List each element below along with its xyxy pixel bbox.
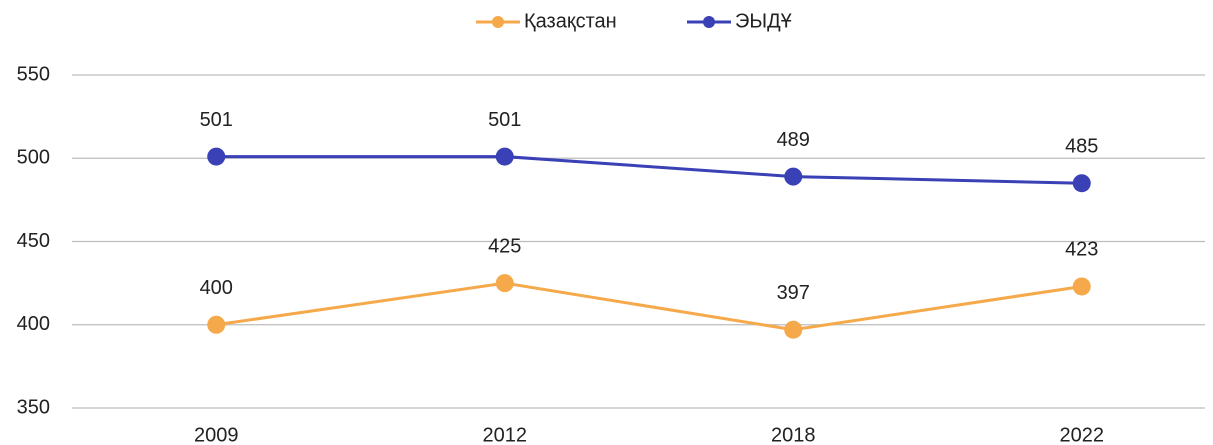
point: [784, 167, 803, 186]
x-tick-label: 2018: [771, 424, 816, 445]
series-line: [216, 281, 1082, 332]
legend-marker: [492, 16, 504, 28]
point: [207, 315, 226, 334]
legend-label: Қазақстан: [524, 10, 617, 32]
point: [1072, 174, 1091, 193]
point: [495, 274, 514, 293]
y-tick-label: 550: [17, 63, 50, 85]
series-line: [216, 155, 1082, 185]
point: [207, 147, 226, 166]
y-tick-label: 500: [17, 147, 50, 169]
y-tick-label: 350: [17, 396, 50, 418]
data-label: 397: [777, 282, 810, 304]
point: [1072, 277, 1091, 296]
data-label: 485: [1065, 136, 1098, 158]
legend-marker: [703, 16, 715, 28]
point: [495, 147, 514, 166]
data-label: 489: [777, 129, 810, 151]
legend-label: ЭЫДҰ: [735, 10, 792, 32]
data-label: 423: [1065, 239, 1098, 261]
x-tick-label: 2012: [483, 424, 528, 445]
data-label: 501: [488, 109, 521, 131]
y-tick-label: 400: [17, 313, 50, 335]
data-label: 425: [488, 235, 521, 257]
x-tick-label: 2022: [1060, 424, 1105, 445]
point: [784, 320, 803, 339]
data-label: 501: [200, 109, 233, 131]
data-label: 400: [200, 277, 233, 299]
x-tick-label: 2009: [194, 424, 239, 445]
y-tick-label: 450: [17, 230, 50, 252]
